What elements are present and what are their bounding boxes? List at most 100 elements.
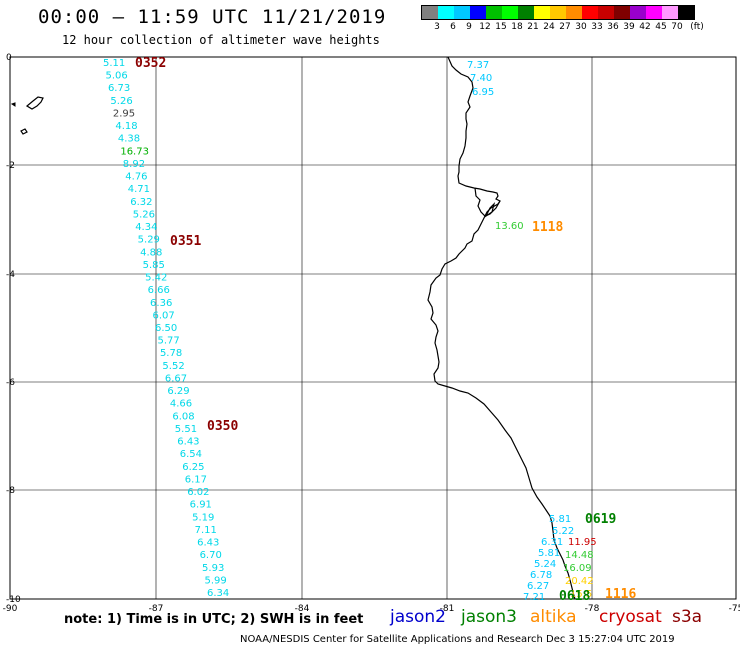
swh-value: 6.66 [148, 285, 170, 296]
color-scale-label: 45 [655, 22, 667, 32]
pass-time-label: 1116 [605, 587, 636, 602]
swh-value: 6.95 [472, 87, 494, 98]
x-tick-label: -75 [729, 604, 740, 614]
y-tick-label: -4 [6, 270, 15, 280]
swh-value: 6.08 [172, 411, 194, 422]
y-tick-label: -6 [6, 378, 15, 388]
swh-value: 4.71 [128, 184, 150, 195]
swh-value: 6.32 [130, 197, 152, 208]
pass-time-label: 0618 [559, 589, 590, 604]
color-scale-swatch [598, 6, 614, 19]
color-scale-swatch [486, 6, 502, 19]
color-scale-bar [421, 5, 695, 20]
swh-value: 6.50 [155, 323, 177, 334]
legend-s3a: s3a [672, 607, 703, 627]
swh-value: 5.99 [205, 575, 227, 586]
credit-line: NOAA/NESDIS Center for Satellite Applica… [240, 634, 675, 645]
map-title: 00:00 – 11:59 UTC 11/21/2019 [38, 6, 387, 28]
x-tick-label: -87 [149, 604, 164, 614]
swh-value: 6.36 [150, 298, 172, 309]
swh-value: 6.31 [541, 537, 563, 548]
swh-value: 4.76 [125, 172, 147, 183]
legend-altika: altika [530, 607, 577, 627]
swh-value: 6.17 [185, 474, 207, 485]
swh-value: 6.67 [165, 373, 187, 384]
swh-value: 7.21 [523, 592, 545, 603]
color-scale-label: 70 [671, 22, 683, 32]
swh-value: 7.11 [195, 525, 217, 536]
map-frame [9, 56, 737, 600]
x-tick-label: -84 [295, 604, 310, 614]
swh-value: 5.93 [202, 563, 224, 574]
swh-value: 5.42 [145, 273, 167, 284]
legend-cryosat: cryosat [599, 607, 662, 627]
cryosat-track: 5.115.066.735.262.954.184.3816.738.924.7… [103, 58, 229, 599]
swh-value: 4.38 [118, 134, 140, 145]
swh-value: 6.27 [527, 581, 549, 592]
swh-value: 4.34 [135, 222, 157, 233]
swh-value: 6.43 [197, 538, 219, 549]
color-scale-label: 18 [511, 22, 523, 32]
swh-value: 6.54 [180, 449, 202, 460]
footer-note: note: 1) Time is in UTC; 2) SWH is in fe… [64, 612, 364, 627]
galapagos-islet [20, 128, 28, 135]
swh-value: 5.26 [133, 209, 155, 220]
y-tick-label: 0 [6, 53, 12, 63]
swh-value: 5.24 [534, 559, 556, 570]
color-scale-label: 30 [575, 22, 587, 32]
x-tick-label: -78 [585, 604, 600, 614]
swh-value: 5.81 [538, 548, 560, 559]
swh-value: 6.25 [182, 462, 204, 473]
color-scale-label: 33 [591, 22, 603, 32]
swh-value: 4.66 [170, 399, 192, 410]
pass-time-label: 0619 [585, 512, 616, 527]
y-tick-label: -2 [6, 161, 15, 171]
swh-value: 6.43 [177, 437, 199, 448]
swh-value: 5.29 [138, 235, 160, 246]
swh-value: 5.26 [110, 96, 132, 107]
color-scale-swatch [502, 6, 518, 19]
swh-value: 6.78 [530, 570, 552, 581]
color-scale-label: 9 [466, 22, 472, 32]
graticule [10, 57, 736, 599]
color-scale-label: 3 [434, 22, 440, 32]
color-scale-label: 6 [450, 22, 456, 32]
color-scale-swatch [422, 6, 438, 19]
color-scale-unit: (ft) [690, 22, 704, 32]
color-scale-swatch [662, 6, 678, 19]
swh-value: 5.81 [549, 514, 571, 525]
swh-value: 6.91 [190, 500, 212, 511]
swh-value: 6.34 [207, 588, 229, 599]
legend-jason3: jason3 [461, 607, 517, 627]
swh-value: 6.02 [187, 487, 209, 498]
swh-value: 5.19 [192, 512, 214, 523]
color-scale-label: 36 [607, 22, 619, 32]
swh-value: 16.73 [120, 146, 149, 157]
color-scale-labels: 3 6 9 12 15 18 21 24 27 30 33 36 39 42 45 70 (ft) [421, 20, 704, 32]
pass-time-label: 0351 [170, 234, 201, 249]
swh-value: 6.70 [200, 550, 222, 561]
color-scale-swatch [630, 6, 646, 19]
color-scale-swatch [438, 6, 454, 19]
color-scale-swatch [534, 6, 550, 19]
y-tick-label: -10 [6, 595, 21, 605]
color-scale-swatch [582, 6, 598, 19]
swh-value: 6.73 [108, 83, 130, 94]
swh-value: 5.85 [143, 260, 165, 271]
x-tick-label: -81 [440, 604, 455, 614]
pass-time-label: 0352 [135, 56, 166, 71]
swh-value: 14.48 [565, 550, 594, 561]
color-scale-label: 24 [543, 22, 555, 32]
color-scale-swatch [614, 6, 630, 19]
puna-island [484, 202, 496, 218]
swh-value: 4.88 [140, 247, 162, 258]
color-scale-label: 12 [479, 22, 491, 32]
axis-tick-labels: -90 -87 -84 -81 -78 -75 0 -2 -4 -6 -8 -10 [3, 53, 740, 614]
swh-value: 5.52 [162, 361, 184, 372]
coastline-gulf [474, 187, 501, 217]
galapagos-island [25, 96, 44, 110]
pass-time-label: 0350 [207, 419, 238, 434]
color-scale-label: 42 [639, 22, 651, 32]
swh-value: 7.40 [470, 73, 492, 84]
